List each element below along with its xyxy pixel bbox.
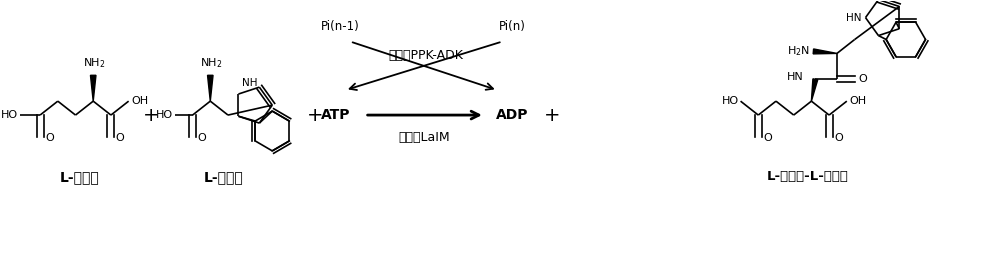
Polygon shape: [208, 75, 213, 101]
Text: 再生酶PPK-ADK: 再生酶PPK-ADK: [389, 49, 464, 62]
Text: HO: HO: [156, 110, 173, 120]
Text: ATP: ATP: [320, 108, 350, 122]
Text: O: O: [116, 133, 125, 143]
Text: +: +: [307, 106, 324, 125]
Text: HO: HO: [1, 110, 18, 120]
Text: L-谷氨酸: L-谷氨酸: [60, 170, 99, 184]
Text: HN: HN: [846, 13, 862, 23]
Text: NH: NH: [242, 78, 258, 88]
Text: HO: HO: [721, 96, 739, 106]
Text: L-谷氨酸-L-色氨酸: L-谷氨酸-L-色氨酸: [767, 170, 848, 183]
Text: OH: OH: [850, 96, 867, 106]
Text: O: O: [197, 133, 206, 143]
Text: HN: HN: [787, 72, 804, 82]
Polygon shape: [90, 75, 96, 101]
Text: NH$_2$: NH$_2$: [83, 57, 105, 70]
Text: NH$_2$: NH$_2$: [200, 57, 223, 70]
Polygon shape: [813, 49, 837, 54]
Text: +: +: [143, 106, 160, 125]
Text: O: O: [859, 74, 867, 84]
Text: Pi(n-1): Pi(n-1): [321, 20, 360, 33]
Text: O: O: [834, 133, 843, 143]
Text: H$_2$N: H$_2$N: [787, 44, 810, 58]
Text: 连接酶LaIM: 连接酶LaIM: [398, 131, 450, 144]
Text: O: O: [763, 133, 772, 143]
Text: OH: OH: [132, 96, 149, 106]
Text: L-色氨酸: L-色氨酸: [204, 170, 244, 184]
Text: +: +: [543, 106, 560, 125]
Polygon shape: [811, 79, 818, 101]
Text: O: O: [45, 133, 54, 143]
Text: ADP: ADP: [496, 108, 529, 122]
Text: Pi(n): Pi(n): [499, 20, 526, 33]
